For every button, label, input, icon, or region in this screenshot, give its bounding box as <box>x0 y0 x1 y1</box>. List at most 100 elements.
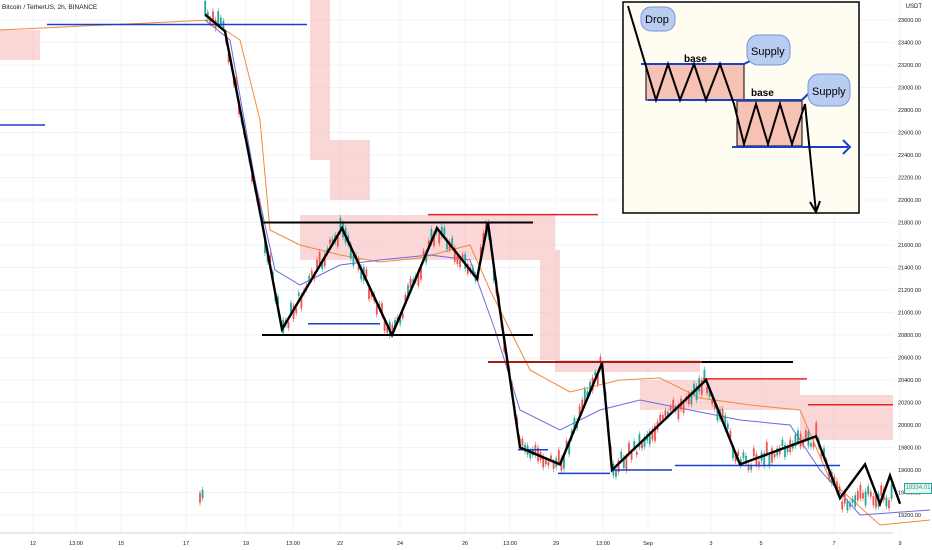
candle-body <box>643 437 646 447</box>
candle-body <box>869 491 872 497</box>
last-price-tag: 19334.01 <box>904 483 932 494</box>
candle-body <box>318 252 321 265</box>
candle-body <box>368 288 370 300</box>
candle-body <box>620 451 623 459</box>
candle-body <box>838 486 841 493</box>
supply-bubble-2 <box>807 73 851 107</box>
x-tick-label: Sep <box>643 541 653 547</box>
x-tick-label: 7 <box>832 541 835 547</box>
candle-body <box>833 476 836 483</box>
candle-body <box>596 373 599 385</box>
candle-body <box>693 383 695 395</box>
candle-body <box>464 254 467 269</box>
candle-body <box>664 410 667 417</box>
candle-body <box>711 400 714 405</box>
candle-body <box>212 11 214 23</box>
candle-body <box>310 270 313 276</box>
candle-body <box>815 422 818 436</box>
candle-body <box>797 430 799 443</box>
candle-body <box>734 454 737 462</box>
candle-body <box>690 392 693 405</box>
candle-body <box>290 302 292 315</box>
candle-body <box>336 237 339 247</box>
candle-body <box>472 267 474 274</box>
candle-body <box>750 465 753 470</box>
candle-body <box>794 434 797 447</box>
x-tick-label: 24 <box>397 541 403 547</box>
x-tick-label: 15 <box>118 541 124 547</box>
y-tick-label: 23400.00 <box>898 41 921 47</box>
candle-body <box>583 389 586 405</box>
base-label-2: base <box>751 88 774 99</box>
candle-body <box>758 461 760 467</box>
candle-body <box>729 431 732 438</box>
candle-body <box>297 292 300 296</box>
candle-body <box>739 459 742 466</box>
candle-body <box>557 449 560 463</box>
candle-body <box>867 486 870 495</box>
candle-body <box>599 356 602 362</box>
candle-body <box>737 451 740 457</box>
candle-body <box>264 238 266 254</box>
candle-body <box>880 485 883 496</box>
candle-body <box>550 455 552 459</box>
candle-body <box>841 501 844 510</box>
candle-body <box>742 452 745 459</box>
candle-body <box>352 255 355 266</box>
candle-body <box>672 399 675 410</box>
candle-body <box>823 448 825 459</box>
candle-body <box>349 244 352 259</box>
candle-body <box>394 319 396 328</box>
candle-body <box>365 269 368 277</box>
x-tick-label: 3 <box>709 541 712 547</box>
candle-body <box>329 239 331 244</box>
x-tick-label: 5 <box>759 541 762 547</box>
x-axis[interactable]: 12 13:00 15 17 19 13:00 22 24 26 13:00 29 13:00 Sep 3… <box>0 532 902 547</box>
candle-body <box>812 442 815 448</box>
candle-body <box>456 255 459 264</box>
y-tick-label: 20800.00 <box>898 333 921 339</box>
candle-body <box>269 255 272 263</box>
candle-body <box>641 442 643 449</box>
candle-body <box>781 439 784 447</box>
candle-body <box>765 442 768 454</box>
y-tick-label: 21600.00 <box>898 243 921 249</box>
candle-body <box>682 403 685 413</box>
candle-body <box>752 448 755 457</box>
candle-body <box>851 499 854 503</box>
candle-body <box>864 491 867 506</box>
candle-body <box>459 259 461 268</box>
x-tick-label: 9 <box>898 541 901 547</box>
supply-bubble-1 <box>746 34 791 66</box>
candle-body <box>695 386 698 400</box>
candle-body <box>747 464 750 470</box>
x-tick-label: 13:00 <box>503 541 517 547</box>
y-tick-label: 20000.00 <box>898 423 921 429</box>
candle-body <box>391 324 394 330</box>
candle-body <box>635 451 638 455</box>
candle-body <box>820 452 823 457</box>
candle-body <box>687 393 690 405</box>
candle-body <box>235 76 238 91</box>
candle-body <box>482 232 485 244</box>
drop-label: Drop <box>645 14 669 26</box>
candle-body <box>383 320 386 331</box>
candle-body <box>199 493 201 503</box>
candle-body <box>524 444 526 452</box>
candle-body <box>360 266 363 280</box>
y-axis[interactable]: 19200.0019400.0019600.0019800.0020000.00… <box>898 18 921 519</box>
inset-zigzag <box>627 5 817 213</box>
candle-body <box>622 457 625 468</box>
x-tick-label: 26 <box>462 541 468 547</box>
candle-body <box>890 484 893 499</box>
candle-body <box>563 455 565 469</box>
candle-body <box>401 313 404 318</box>
candle-body <box>628 442 630 455</box>
candle-body <box>227 53 230 62</box>
candle-body <box>659 414 662 422</box>
candle-body <box>872 496 875 506</box>
candle-body <box>888 500 890 509</box>
drop-bubble <box>640 6 676 32</box>
candle-body <box>638 434 641 448</box>
